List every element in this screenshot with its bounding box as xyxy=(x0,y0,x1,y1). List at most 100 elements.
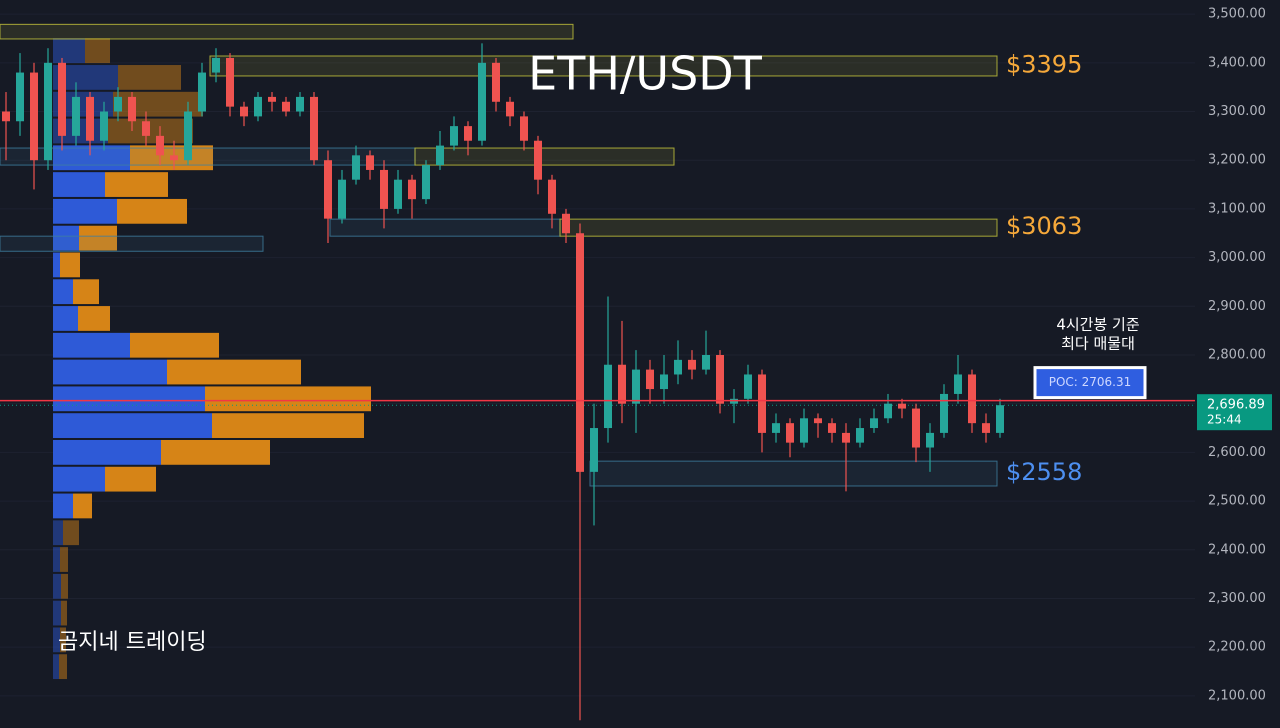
poc-note: 최다 매물대 xyxy=(1061,335,1135,353)
candle-body xyxy=(128,96,136,122)
y-tick-label: 2,900.00 xyxy=(1208,299,1266,314)
candle-body xyxy=(380,169,388,209)
candle-body xyxy=(968,374,976,424)
profile-sell xyxy=(59,654,67,680)
candle-body xyxy=(912,408,920,448)
candle-body xyxy=(716,354,724,404)
y-tick-label: 2,300.00 xyxy=(1208,591,1266,606)
profile-buy xyxy=(53,198,117,224)
profile-buy xyxy=(53,38,85,64)
candle-body xyxy=(464,126,472,141)
candle-body xyxy=(72,96,80,136)
candle-body xyxy=(436,145,444,166)
candle-body xyxy=(926,432,934,448)
zone xyxy=(209,55,998,77)
candle-body xyxy=(856,428,864,443)
watermark: 곰지네 트레이딩 xyxy=(58,630,207,655)
candle-body xyxy=(212,57,220,73)
candle-body xyxy=(352,155,360,180)
candle-body xyxy=(604,364,612,429)
candle-body xyxy=(506,101,514,117)
candle-body xyxy=(688,359,696,370)
profile-sell xyxy=(105,466,156,492)
profile-buy xyxy=(53,520,63,546)
candle-body xyxy=(86,96,94,141)
profile-sell xyxy=(73,493,92,519)
candle-body xyxy=(338,179,346,219)
zone xyxy=(559,218,998,237)
zone xyxy=(0,235,264,252)
candle-body xyxy=(520,116,528,141)
candle-body xyxy=(954,374,962,394)
candle-body xyxy=(44,62,52,161)
candle-body xyxy=(772,423,780,433)
candle-body xyxy=(142,121,150,136)
profile-buy xyxy=(53,547,60,572)
poc-note: 4시간봉 기준 xyxy=(1056,316,1140,334)
profile-sell xyxy=(73,279,99,305)
profile-sell xyxy=(61,573,68,599)
candle-body xyxy=(16,72,24,122)
profile-buy xyxy=(53,332,130,358)
candle-body xyxy=(478,62,486,141)
candle-body xyxy=(282,101,290,112)
candle-body xyxy=(268,96,276,102)
candle-body xyxy=(198,72,206,112)
profile-sell xyxy=(205,386,371,412)
profile-sell xyxy=(212,413,364,438)
candle-body xyxy=(562,213,570,234)
y-tick-label: 3,500.00 xyxy=(1208,7,1266,22)
candle-body xyxy=(814,418,822,424)
profile-sell xyxy=(117,198,187,224)
candle-body xyxy=(492,62,500,102)
candle-body xyxy=(30,72,38,161)
candle-body xyxy=(394,179,402,209)
zone xyxy=(589,460,998,487)
candle-body xyxy=(58,62,66,136)
candle-body xyxy=(996,405,1004,433)
candle-body xyxy=(940,393,948,433)
candle-body xyxy=(800,418,808,443)
y-tick-label: 3,000.00 xyxy=(1208,250,1266,265)
y-tick-label: 2,800.00 xyxy=(1208,347,1266,362)
zone xyxy=(414,147,675,166)
candle-body xyxy=(842,432,850,443)
candle-body xyxy=(590,428,598,472)
candle-body xyxy=(982,423,990,433)
candle-body xyxy=(828,423,836,433)
candle-body xyxy=(170,155,178,161)
profile-sell xyxy=(161,439,270,465)
y-tick-label: 2,100.00 xyxy=(1208,688,1266,703)
y-tick-label: 3,400.00 xyxy=(1208,55,1266,70)
candle-body xyxy=(870,418,878,429)
level-label: $3395 xyxy=(1006,50,1082,78)
chart-title: ETH/USDT xyxy=(528,47,763,101)
profile-buy xyxy=(53,279,73,305)
candle-body xyxy=(100,111,108,141)
profile-sell xyxy=(79,225,117,251)
candle-body xyxy=(296,96,304,112)
candle-body xyxy=(366,155,374,170)
candle-body xyxy=(576,233,584,472)
candle-body xyxy=(758,374,766,433)
profile-sell xyxy=(108,118,193,144)
candle-body xyxy=(226,57,234,107)
poc-label: POC: 2706.31 xyxy=(1049,375,1132,389)
profile-buy xyxy=(53,252,60,278)
profile-buy xyxy=(53,654,59,680)
candle-body xyxy=(408,179,416,200)
profile-buy xyxy=(53,306,78,331)
candle-body xyxy=(114,96,122,112)
profile-sell xyxy=(118,65,181,90)
candle-body xyxy=(898,403,906,409)
candle-body xyxy=(548,179,556,214)
level-label: $3063 xyxy=(1006,212,1082,240)
candle-body xyxy=(674,359,682,375)
candle-body xyxy=(2,111,10,122)
y-tick-label: 2,200.00 xyxy=(1208,640,1266,655)
y-tick-label: 3,200.00 xyxy=(1208,153,1266,168)
profile-sell xyxy=(60,547,68,572)
candle-body xyxy=(156,135,164,156)
profile-buy xyxy=(53,413,212,438)
zone xyxy=(0,23,574,40)
